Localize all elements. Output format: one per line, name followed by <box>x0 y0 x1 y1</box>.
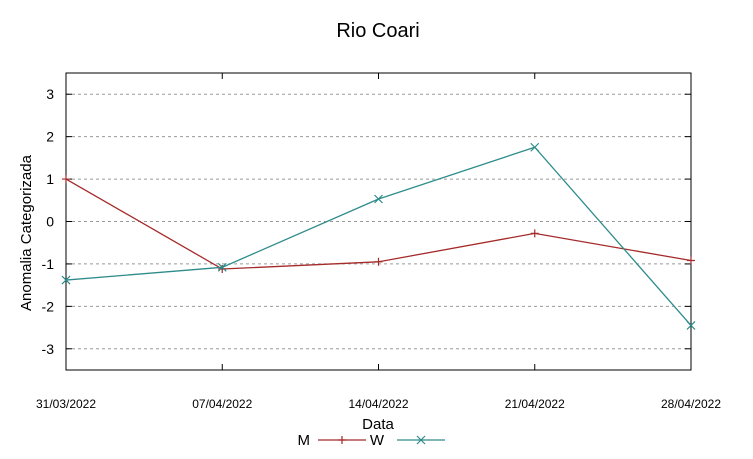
series-layer <box>61 142 696 330</box>
y-tick-label: -2 <box>42 298 55 314</box>
series-W <box>61 142 696 330</box>
x-tick-label: 21/04/2022 <box>505 397 565 411</box>
data-point-cross <box>217 262 227 272</box>
series-line <box>65 146 692 326</box>
x-tick-label: 28/04/2022 <box>661 397 721 411</box>
y-tick-label: 0 <box>46 214 54 230</box>
data-point-cross <box>374 194 383 204</box>
series-line <box>65 178 692 270</box>
legend-label: M <box>298 432 311 449</box>
chart-title: Rio Coari <box>336 20 419 42</box>
legend-item-M: M <box>298 432 366 449</box>
data-point-plus <box>62 175 70 184</box>
data-point-cross <box>61 275 71 285</box>
data-point-cross <box>416 435 426 445</box>
legend-label: W <box>370 432 385 449</box>
grid-lines <box>66 93 691 350</box>
data-point-plus <box>338 436 346 444</box>
series-M <box>62 175 695 274</box>
y-tick-label: -3 <box>42 341 55 357</box>
data-point-plus <box>530 229 539 238</box>
y-tick-label: 1 <box>46 171 54 187</box>
axis-ticks <box>65 73 692 370</box>
data-point-plus <box>687 256 695 265</box>
data-point-cross <box>686 321 696 330</box>
x-tick-label: 14/04/2022 <box>348 397 408 411</box>
data-point-plus <box>374 257 383 266</box>
y-axis-tick-labels: 3 2 1 0 -1 -2 -3 <box>42 86 55 357</box>
y-axis-label: Anomalia Categorizada <box>18 154 35 311</box>
y-tick-label: -1 <box>42 256 55 272</box>
y-tick-label: 2 <box>46 129 54 145</box>
data-point-plus <box>218 265 227 274</box>
x-axis-tick-labels: 31/03/2022 07/04/2022 14/04/2022 21/04/2022… <box>36 397 721 411</box>
legend-item-W: W <box>370 432 445 449</box>
data-point-cross <box>530 142 540 152</box>
x-axis-label: Data <box>362 416 394 433</box>
x-tick-label: 31/03/2022 <box>36 397 96 411</box>
y-tick-label: 3 <box>46 86 54 102</box>
x-tick-label: 07/04/2022 <box>192 397 252 411</box>
